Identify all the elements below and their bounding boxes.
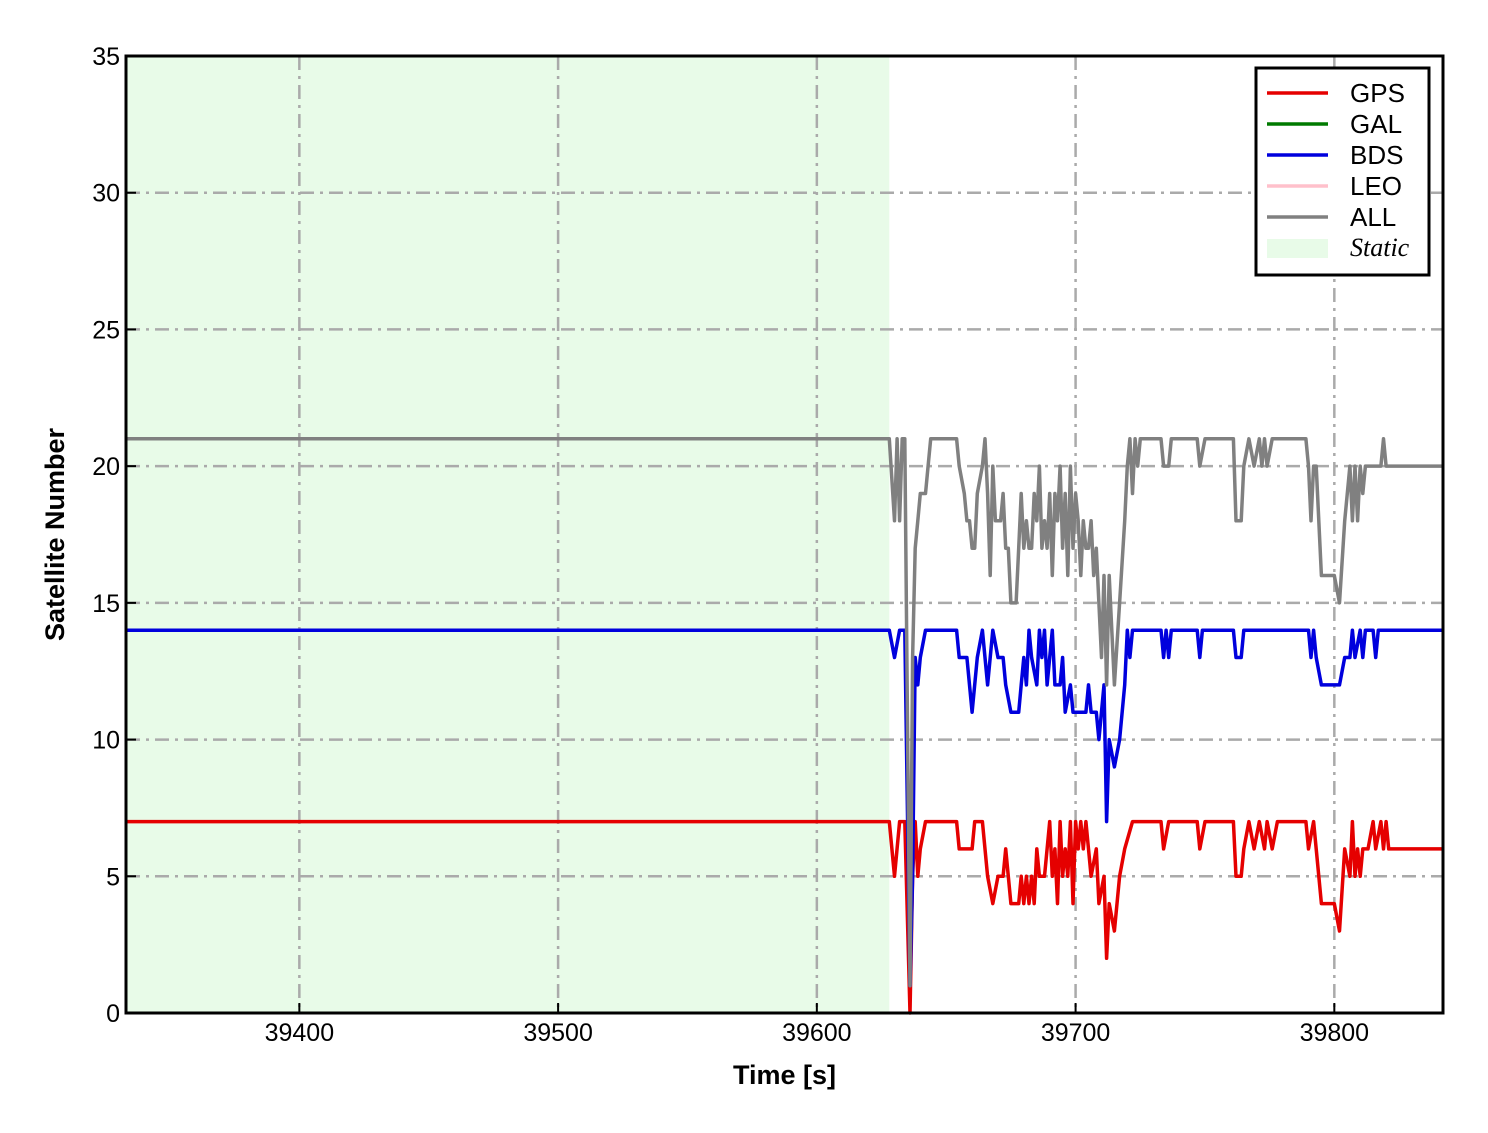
y-axis: 0 5 10 15 20 25 30 35 — [92, 43, 136, 1028]
legend-swatch-static — [1267, 239, 1328, 258]
x-tick-label: 39400 — [265, 1019, 335, 1047]
x-axis: 39400 39500 39600 39700 39800 — [265, 1003, 1370, 1047]
grid-layer — [126, 56, 1443, 1013]
legend-label-gps: GPS — [1350, 78, 1405, 108]
legend-label-leo: LEO — [1350, 171, 1402, 201]
legend-label-bds: BDS — [1350, 140, 1403, 170]
y-tick-label: 35 — [92, 43, 120, 71]
y-tick-label: 30 — [92, 180, 120, 208]
x-axis-title: Time [s] — [733, 1060, 836, 1090]
legend-label-gal: GAL — [1350, 109, 1402, 139]
y-tick-label: 0 — [106, 1000, 120, 1028]
x-tick-label: 39700 — [1041, 1019, 1111, 1047]
y-tick-label: 15 — [92, 590, 120, 618]
x-tick-label: 39600 — [782, 1019, 852, 1047]
legend-label-all: ALL — [1350, 202, 1396, 232]
series-line-bds — [126, 628, 1443, 988]
series-line-all — [126, 437, 1443, 988]
x-tick-label: 39500 — [523, 1019, 593, 1047]
y-tick-label: 20 — [92, 453, 120, 481]
y-tick-label: 25 — [92, 316, 120, 344]
plot-frame — [124, 54, 1445, 1015]
x-tick-label: 39800 — [1300, 1019, 1370, 1047]
legend-label-static: Static — [1350, 233, 1410, 262]
static-shaded-region — [126, 56, 890, 1013]
y-axis-title: Satellite Number — [40, 427, 70, 641]
y-tick-label: 10 — [92, 727, 120, 755]
series-line-gps — [126, 819, 1443, 1015]
y-tick-label: 5 — [106, 863, 120, 891]
series-layer — [126, 437, 1443, 1015]
static-region-layer — [126, 56, 890, 1013]
